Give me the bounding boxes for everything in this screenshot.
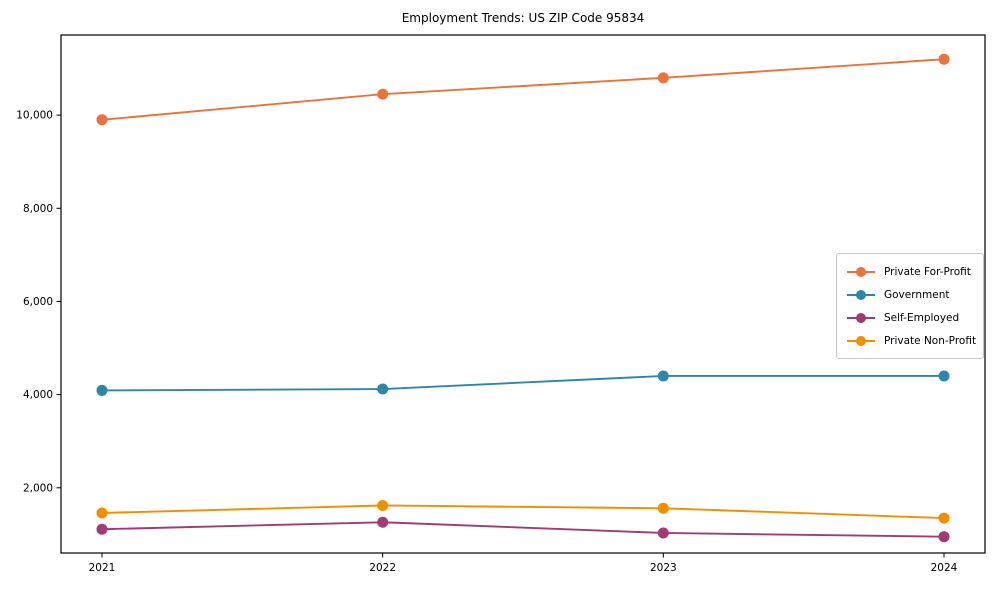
legend-marker-icon bbox=[847, 335, 875, 346]
data-point-marker bbox=[938, 370, 950, 382]
series-line bbox=[101, 375, 944, 392]
legend-label: Private For-Profit bbox=[884, 265, 971, 278]
plot-frame bbox=[60, 34, 986, 554]
data-point-marker bbox=[96, 114, 108, 126]
y-tick-label: 8,000 bbox=[23, 203, 53, 215]
legend-item: Private For-Profit bbox=[846, 260, 975, 283]
data-point-marker bbox=[657, 502, 669, 514]
x-tick-label: 2023 bbox=[650, 562, 677, 574]
legend-marker-icon bbox=[847, 266, 875, 277]
series-line bbox=[101, 521, 945, 538]
data-point-marker bbox=[377, 499, 389, 511]
chart-title: Employment Trends: US ZIP Code 95834 bbox=[401, 11, 645, 25]
data-point-marker bbox=[657, 527, 669, 539]
data-point-marker bbox=[657, 370, 669, 382]
legend-label: Self-Employed bbox=[884, 311, 960, 324]
legend-marker-icon bbox=[847, 289, 875, 300]
legend-item: Government bbox=[846, 283, 975, 306]
data-point-marker bbox=[96, 384, 108, 396]
legend-item: Self-Employed bbox=[846, 306, 975, 329]
y-tick-label: 10,000 bbox=[16, 110, 53, 122]
y-tick-label: 4,000 bbox=[23, 389, 53, 401]
data-point-marker bbox=[938, 531, 950, 543]
data-point-marker bbox=[377, 516, 389, 528]
x-tick-label: 2024 bbox=[931, 562, 958, 574]
x-tick-label: 2022 bbox=[369, 562, 396, 574]
data-point-marker bbox=[938, 512, 950, 524]
data-point-marker bbox=[96, 523, 108, 535]
data-point-marker bbox=[377, 88, 389, 100]
data-point-marker bbox=[377, 383, 389, 395]
y-tick-label: 6,000 bbox=[23, 296, 53, 308]
legend-label: Private Non-Profit bbox=[884, 334, 977, 347]
series-line bbox=[101, 504, 945, 520]
data-point-marker bbox=[96, 507, 108, 519]
data-point-marker bbox=[657, 72, 669, 84]
legend-label: Government bbox=[884, 288, 950, 301]
chart-legend: Private For-Profit Government Self-Employe… bbox=[836, 253, 984, 359]
series-line bbox=[101, 58, 945, 121]
legend-item: Private Non-Profit bbox=[846, 329, 977, 352]
x-tick-label: 2021 bbox=[89, 562, 116, 574]
data-point-marker bbox=[938, 53, 950, 65]
legend-marker-icon bbox=[847, 312, 875, 323]
y-tick-label: 2,000 bbox=[23, 482, 53, 494]
